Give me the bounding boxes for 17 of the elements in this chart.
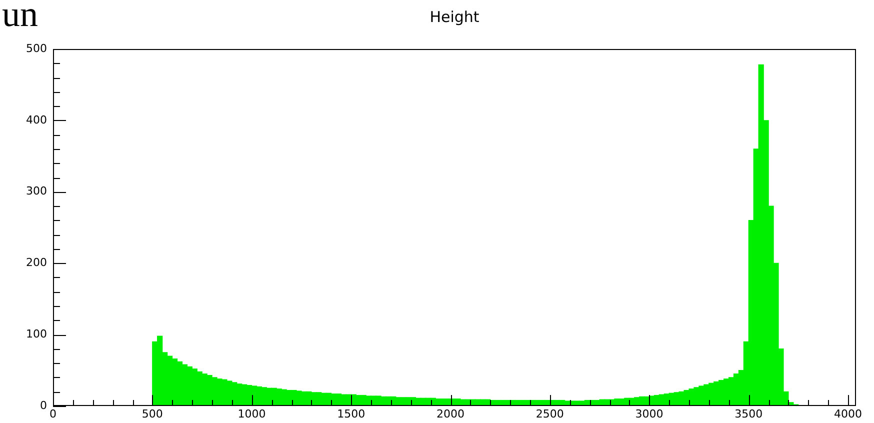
x-tick-label: 2500 bbox=[536, 407, 564, 420]
y-tick-label: 0 bbox=[40, 398, 47, 412]
y-tick-label: 500 bbox=[26, 42, 47, 55]
chart-title: Height bbox=[428, 8, 480, 26]
y-tick-label: 300 bbox=[26, 184, 47, 198]
x-tick-label: 500 bbox=[142, 407, 163, 420]
x-tick-label: 4000 bbox=[834, 407, 862, 420]
x-tick-label: 1000 bbox=[238, 407, 266, 420]
x-tick-label: 1500 bbox=[337, 407, 366, 420]
x-tick-label: 0 bbox=[50, 407, 56, 420]
text: un bbox=[2, 0, 38, 34]
y-tick-label: 100 bbox=[26, 327, 47, 340]
y-tick-label: 400 bbox=[26, 113, 47, 126]
x-tick-label: 3000 bbox=[635, 407, 664, 420]
y-tick-label: 200 bbox=[26, 256, 47, 270]
x-tick-label: 2000 bbox=[436, 407, 465, 420]
x-tick-label: 3500 bbox=[734, 407, 763, 420]
